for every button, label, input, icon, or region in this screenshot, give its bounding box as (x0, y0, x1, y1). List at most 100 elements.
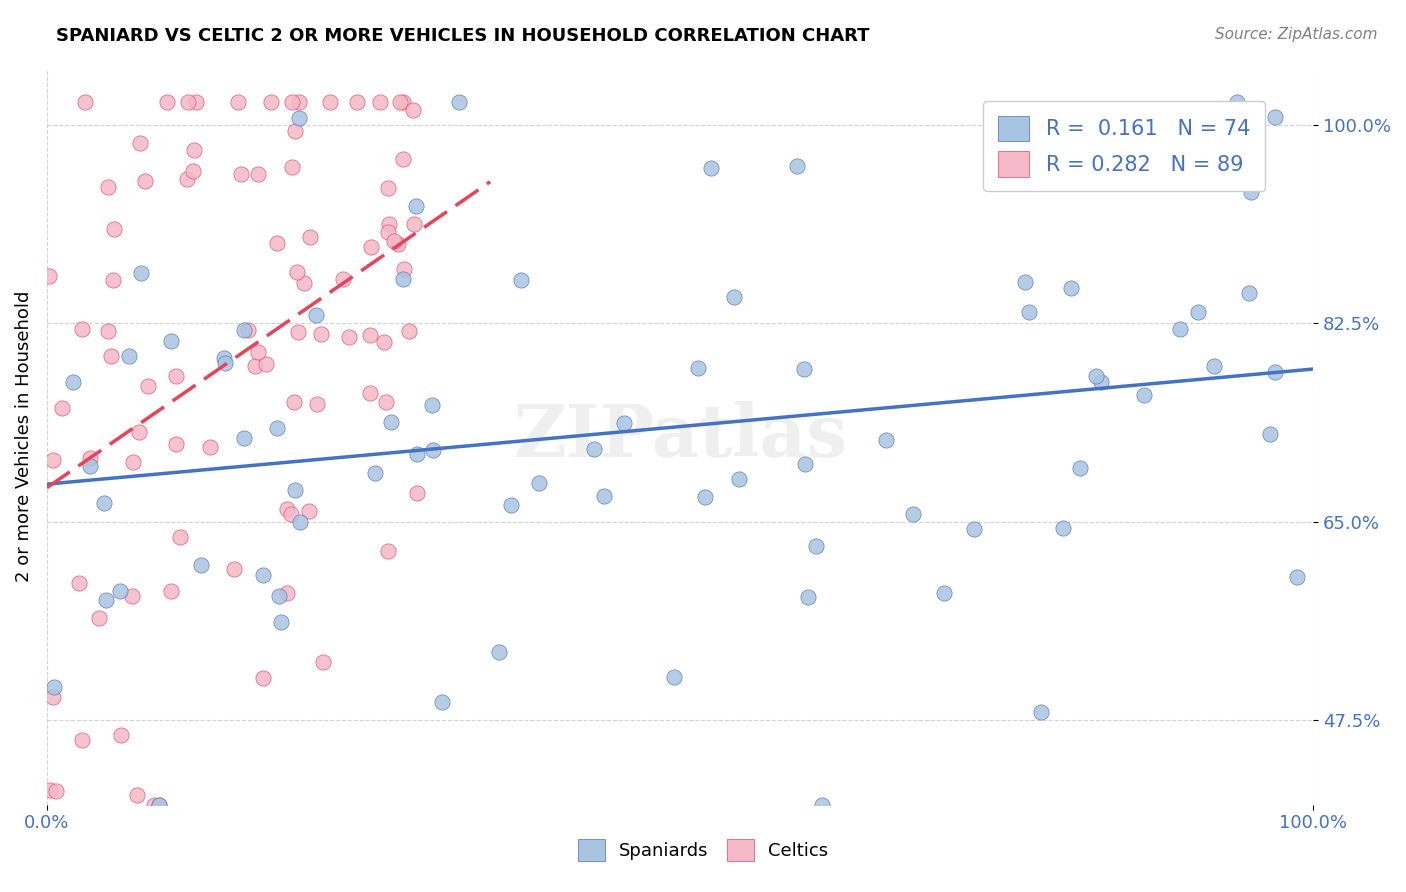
Point (231, 167, 253, 181)
Point (292, 276, 315, 290)
Point (100, 349, 122, 363)
Point (723, 289, 745, 303)
Point (72, 322, 94, 336)
Point (447, 95, 470, 110)
Point (422, 442, 444, 457)
Point (963, 522, 986, 536)
Point (181, 163, 204, 178)
Point (129, 266, 152, 280)
Point (186, 95, 208, 110)
Point (39, 782, 62, 797)
Point (1133, 388, 1156, 402)
Point (662, 670, 685, 684)
Legend: Spaniards, Celtics: Spaniards, Celtics (565, 827, 841, 874)
Point (392, 262, 415, 277)
Point (384, 234, 406, 248)
Point (79, 450, 101, 465)
Point (810, 797, 832, 812)
Point (391, 153, 413, 167)
Point (688, 360, 710, 375)
Point (1014, 276, 1036, 290)
Point (786, 159, 808, 173)
Point (374, 395, 396, 409)
Point (247, 345, 270, 359)
Point (1258, 427, 1281, 442)
Point (368, 95, 391, 110)
Point (288, 95, 311, 110)
Point (1264, 365, 1286, 379)
Point (269, 589, 291, 603)
Point (298, 229, 321, 244)
Point (136, 378, 159, 392)
Point (398, 324, 420, 338)
Point (97, 180, 120, 194)
Point (311, 326, 333, 341)
Point (510, 273, 533, 287)
Point (125, 788, 148, 802)
Point (121, 589, 143, 603)
Point (1069, 460, 1091, 475)
Point (1237, 286, 1260, 301)
Point (430, 695, 453, 709)
Point (582, 442, 605, 456)
Point (183, 144, 205, 158)
Point (1085, 369, 1108, 384)
Point (363, 467, 385, 481)
Text: SPANIARD VS CELTIC 2 OR MORE VEHICLES IN HOUSEHOLD CORRELATION CHART: SPANIARD VS CELTIC 2 OR MORE VEHICLES IN… (56, 27, 870, 45)
Point (176, 95, 198, 110)
Point (236, 323, 259, 337)
Point (284, 124, 307, 138)
Point (793, 362, 815, 376)
Point (360, 240, 382, 254)
Point (695, 490, 717, 504)
Point (169, 530, 191, 544)
Point (359, 328, 381, 343)
Point (875, 433, 897, 447)
Point (806, 539, 828, 553)
Point (276, 502, 298, 516)
Point (42, 680, 65, 694)
Point (391, 271, 413, 285)
Point (377, 181, 399, 195)
Point (190, 558, 212, 572)
Point (1226, 95, 1249, 110)
Point (405, 447, 427, 461)
Point (89, 611, 111, 625)
Point (42, 453, 65, 467)
Point (283, 395, 305, 409)
Point (378, 218, 401, 232)
Point (377, 544, 399, 558)
Point (245, 359, 267, 373)
Point (388, 95, 411, 110)
Point (42, 690, 65, 705)
Point (212, 351, 235, 366)
Point (134, 174, 156, 188)
Point (254, 357, 277, 371)
Point (391, 95, 413, 110)
Point (797, 591, 820, 605)
Point (903, 508, 925, 522)
Point (312, 655, 335, 669)
Point (402, 103, 425, 117)
Point (359, 385, 381, 400)
Point (281, 161, 304, 175)
Point (380, 415, 402, 429)
Point (298, 504, 321, 518)
Point (794, 457, 817, 471)
Point (932, 586, 955, 600)
Point (38, 268, 60, 283)
Point (110, 728, 132, 742)
Point (51, 401, 73, 415)
Point (377, 225, 399, 239)
Point (252, 567, 274, 582)
Point (276, 586, 298, 600)
Point (159, 584, 181, 599)
Point (156, 95, 179, 110)
Point (246, 167, 269, 181)
Text: ZIPatlas: ZIPatlas (513, 401, 848, 472)
Point (1168, 322, 1191, 336)
Point (45, 783, 67, 797)
Text: Source: ZipAtlas.com: Source: ZipAtlas.com (1215, 27, 1378, 42)
Point (226, 95, 249, 110)
Point (166, 368, 188, 383)
